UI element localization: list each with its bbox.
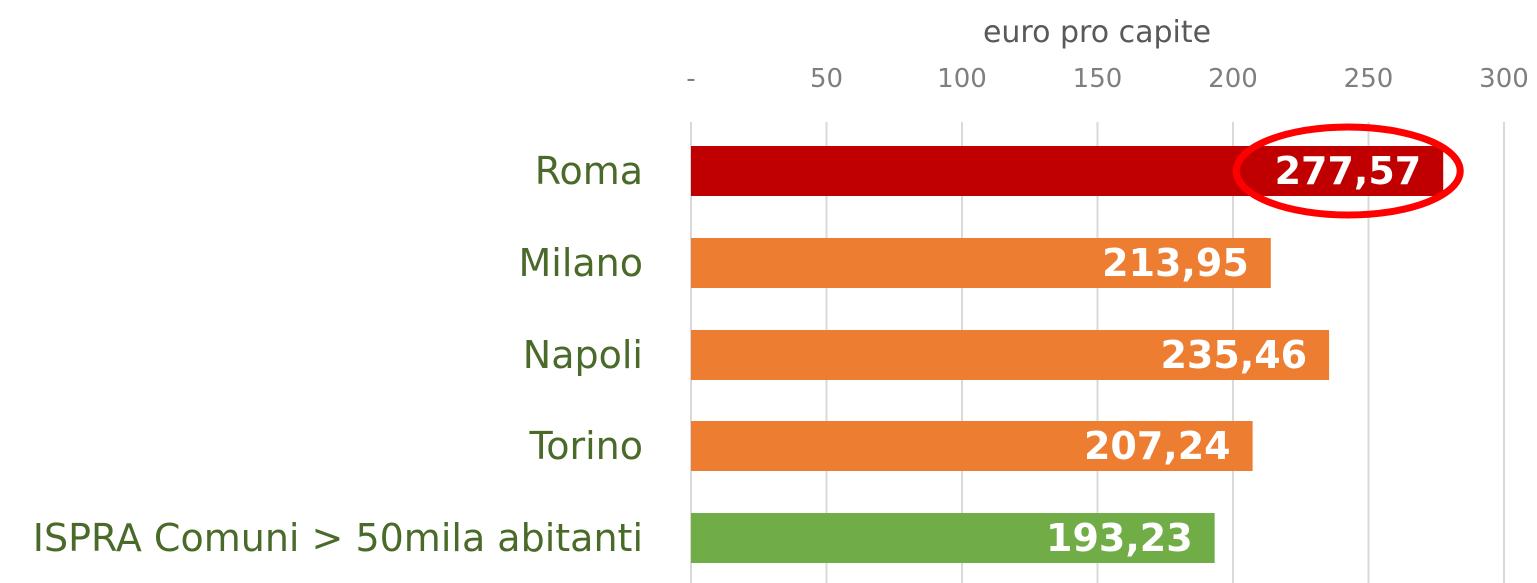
bar xyxy=(691,330,1330,380)
x-tick-label: 250 xyxy=(1344,64,1394,94)
highlight-ellipse xyxy=(1232,123,1464,219)
category-label: Milano xyxy=(518,241,643,285)
bar xyxy=(691,513,1215,563)
bars xyxy=(691,146,1444,563)
x-tick-label: - xyxy=(686,64,695,94)
x-tick-label: 150 xyxy=(1073,64,1123,94)
bar xyxy=(691,238,1271,288)
category-label: Torino xyxy=(528,424,643,468)
x-tick-label: 200 xyxy=(1208,64,1258,94)
category-labels: Roma Milano Napoli Torino ISPRA Comuni > 50m… xyxy=(33,149,643,560)
data-label: 193,23 xyxy=(1046,516,1193,560)
data-label: 235,46 xyxy=(1160,333,1307,377)
x-axis-ticks: - 50 100 150 200 250 300 xyxy=(686,64,1529,94)
x-axis-title: euro pro capite xyxy=(983,15,1211,50)
data-label: 207,24 xyxy=(1084,424,1231,468)
category-label: ISPRA Comuni > 50mila abitanti xyxy=(33,516,643,560)
data-label: 277,57 xyxy=(1275,149,1422,193)
category-label: Roma xyxy=(535,149,643,193)
category-label: Napoli xyxy=(523,333,643,377)
data-labels: 277,57 213,95 235,46 207,24 193,23 xyxy=(1046,149,1421,560)
x-tick-label: 100 xyxy=(937,64,987,94)
x-tick-label: 300 xyxy=(1479,64,1529,94)
bar xyxy=(691,421,1253,471)
x-tick-label: 50 xyxy=(810,64,843,94)
data-label: 213,95 xyxy=(1102,241,1249,285)
bar xyxy=(691,146,1444,196)
